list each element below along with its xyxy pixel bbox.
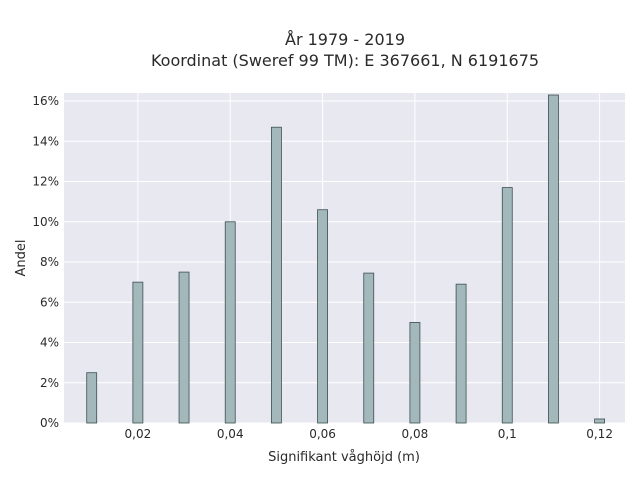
x-tick-label-3: 0,08 [402, 427, 429, 441]
y-tick-label-8: 16% [32, 94, 59, 108]
bar-3 [224, 221, 236, 424]
plot-area [64, 93, 625, 423]
chart-title-line1: År 1979 - 2019 [285, 30, 405, 49]
y-tick-label-1: 2% [40, 376, 59, 390]
x-tick-labels: 0,02 0,04 0,06 0,08 0,1 0,12 [125, 427, 613, 441]
y-tick-label-5: 10% [32, 215, 59, 229]
bar-0 [86, 372, 98, 424]
x-tick-label-1: 0,04 [217, 427, 244, 441]
x-tick-label-0: 0,02 [125, 427, 152, 441]
bar-7 [409, 321, 421, 424]
y-tick-label-3: 6% [40, 295, 59, 309]
bar-11 [594, 418, 606, 424]
y-tick-label-0: 0% [40, 416, 59, 430]
x-tick-label-4: 0,1 [498, 427, 517, 441]
y-tick-label-4: 8% [40, 255, 59, 269]
bar-2 [178, 271, 190, 424]
y-gridlines [64, 100, 625, 424]
bar-1 [132, 281, 144, 424]
x-tick-label-5: 0,12 [586, 427, 613, 441]
bar-8 [455, 283, 467, 424]
bar-9 [501, 187, 513, 424]
chart-title-line2: Koordinat (Sweref 99 TM): E 367661, N 61… [151, 51, 539, 70]
y-tick-label-6: 12% [32, 175, 59, 189]
y-tick-label-7: 14% [32, 134, 59, 148]
y-tick-label-2: 4% [40, 336, 59, 350]
x-tick-label-2: 0,06 [309, 427, 336, 441]
bar-6 [363, 272, 375, 424]
y-axis-label: Andel [14, 240, 29, 277]
bars [86, 94, 606, 424]
x-axis-label: Signifikant våghöjd (m) [268, 450, 420, 465]
y-tick-labels: 0% 2% 4% 6% 8% 10% 12% 14% 16% [32, 94, 59, 430]
bar-10 [548, 94, 559, 424]
bar-4 [270, 126, 282, 424]
bar-5 [317, 209, 328, 424]
